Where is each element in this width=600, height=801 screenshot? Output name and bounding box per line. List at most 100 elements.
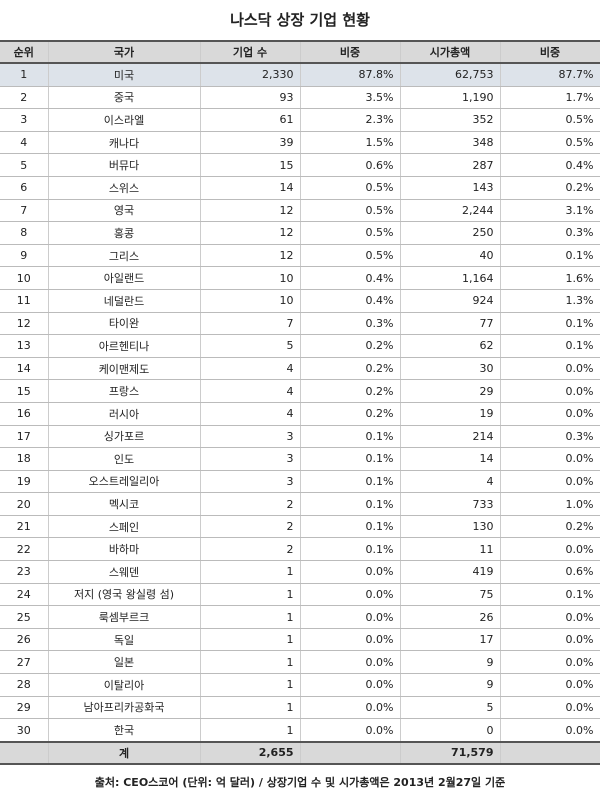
- cell: 2,655: [200, 740, 301, 765]
- cell: 93: [200, 85, 301, 110]
- cell: 1.0%: [500, 492, 600, 516]
- cell: 4: [200, 379, 301, 403]
- cell: 0: [400, 718, 501, 743]
- cell: 러시아: [48, 401, 201, 426]
- cell: 30: [400, 356, 501, 381]
- cell: 62: [400, 334, 501, 358]
- cell: 25: [0, 605, 49, 629]
- cell: 일본: [48, 650, 201, 675]
- cell: 61: [200, 108, 301, 132]
- cell: 0.1%: [300, 447, 401, 471]
- column-header: 비중: [500, 40, 600, 64]
- cell: 14: [0, 356, 49, 381]
- cell: 28: [0, 673, 49, 697]
- cell: 0.0%: [500, 469, 600, 494]
- cell: 0.2%: [300, 356, 401, 381]
- cell: 62,753: [400, 62, 501, 87]
- cell: 12: [200, 243, 301, 268]
- cell: 0.5%: [500, 108, 600, 132]
- cell: 10: [0, 266, 49, 290]
- cell: 2.3%: [300, 108, 401, 132]
- cell: 아르헨티나: [48, 334, 201, 358]
- row: 29 남아프리카공화국 1 0.0% 5 0.0%: [0, 695, 600, 720]
- row: 19 오스트레일리아 3 0.1% 4 0.0%: [0, 469, 600, 494]
- cell: 30: [0, 718, 49, 743]
- cell: 스위스: [48, 175, 201, 200]
- row: 17 싱가포르 3 0.1% 214 0.3%: [0, 424, 600, 449]
- cell: 250: [400, 221, 501, 245]
- cell: 7: [0, 198, 49, 223]
- cell: 프랑스: [48, 379, 201, 403]
- cell: 0.4%: [300, 288, 401, 313]
- cell: 8: [0, 221, 49, 245]
- cell: 4: [400, 469, 501, 494]
- cell: 0.0%: [300, 695, 401, 720]
- table: 순위 국가 기업 수 비중 시가총액 비중 1 미국 2,330 87.8% 62,753 87.7…: [0, 40, 600, 765]
- cell: 3: [200, 424, 301, 449]
- row: 23 스웨덴 1 0.0% 419 0.6%: [0, 560, 600, 584]
- column-header: 비중: [300, 40, 401, 64]
- cell: 0.4%: [300, 266, 401, 290]
- title: 나스닥 상장 기업 현황: [230, 11, 370, 29]
- row: 20 멕시코 2 0.1% 733 1.0%: [0, 492, 600, 516]
- cell: 네덜란드: [48, 288, 201, 313]
- cell: 0.1%: [500, 243, 600, 268]
- cell: 0.0%: [300, 650, 401, 675]
- cell: 214: [400, 424, 501, 449]
- cell: 0.0%: [500, 650, 600, 675]
- cell: 0.0%: [500, 673, 600, 697]
- cell: 홍콩: [48, 221, 201, 245]
- cell: 11: [400, 537, 501, 562]
- cell: 1: [200, 560, 301, 584]
- row: 27 일본 1 0.0% 9 0.0%: [0, 650, 600, 675]
- cell: 0.0%: [500, 356, 600, 381]
- cell: 1: [200, 627, 301, 652]
- cell: 0.5%: [300, 243, 401, 268]
- row: 10 아일랜드 10 0.4% 1,164 1.6%: [0, 266, 600, 290]
- cell: 87.8%: [300, 62, 401, 87]
- cell: 23: [0, 560, 49, 584]
- cell: 인도: [48, 447, 201, 471]
- column-header: 국가: [48, 40, 201, 64]
- cell: 케이맨제도: [48, 356, 201, 381]
- cell: 12: [0, 311, 49, 336]
- cell: 17: [400, 627, 501, 652]
- cell: 14: [400, 447, 501, 471]
- cell: 3: [200, 447, 301, 471]
- cell: 0.5%: [300, 198, 401, 223]
- cell: [0, 740, 49, 765]
- cell: 143: [400, 175, 501, 200]
- cell: 0.1%: [500, 334, 600, 358]
- cell: 3.5%: [300, 85, 401, 110]
- cell: 0.0%: [500, 605, 600, 629]
- cell: 0.1%: [500, 311, 600, 336]
- cell: 1: [200, 650, 301, 675]
- cell: 1: [200, 695, 301, 720]
- cell: 1,164: [400, 266, 501, 290]
- cell: 0.3%: [300, 311, 401, 336]
- cell: 버뮤다: [48, 153, 201, 177]
- row: 22 바하마 2 0.1% 11 0.0%: [0, 537, 600, 562]
- cell: 0.0%: [300, 718, 401, 743]
- cell: 2: [200, 537, 301, 562]
- cell: 130: [400, 514, 501, 539]
- cell: 저지 (영국 왕실령 섬): [48, 582, 201, 607]
- cell: 1,190: [400, 85, 501, 110]
- cell: 0.0%: [300, 605, 401, 629]
- cell: 0.0%: [300, 582, 401, 607]
- cell: 0.0%: [500, 379, 600, 403]
- cell: 1.3%: [500, 288, 600, 313]
- cell: 0.0%: [500, 537, 600, 562]
- cell: 아일랜드: [48, 266, 201, 290]
- cell: 0.4%: [500, 153, 600, 177]
- cell: 29: [400, 379, 501, 403]
- row: 26 독일 1 0.0% 17 0.0%: [0, 627, 600, 652]
- cell: 352: [400, 108, 501, 132]
- cell: 5: [400, 695, 501, 720]
- cell: 0.0%: [500, 695, 600, 720]
- cell: 계: [48, 740, 201, 765]
- cell: 0.5%: [500, 130, 600, 155]
- cell: 21: [0, 514, 49, 539]
- cell: 5: [0, 153, 49, 177]
- cell: 중국: [48, 85, 201, 110]
